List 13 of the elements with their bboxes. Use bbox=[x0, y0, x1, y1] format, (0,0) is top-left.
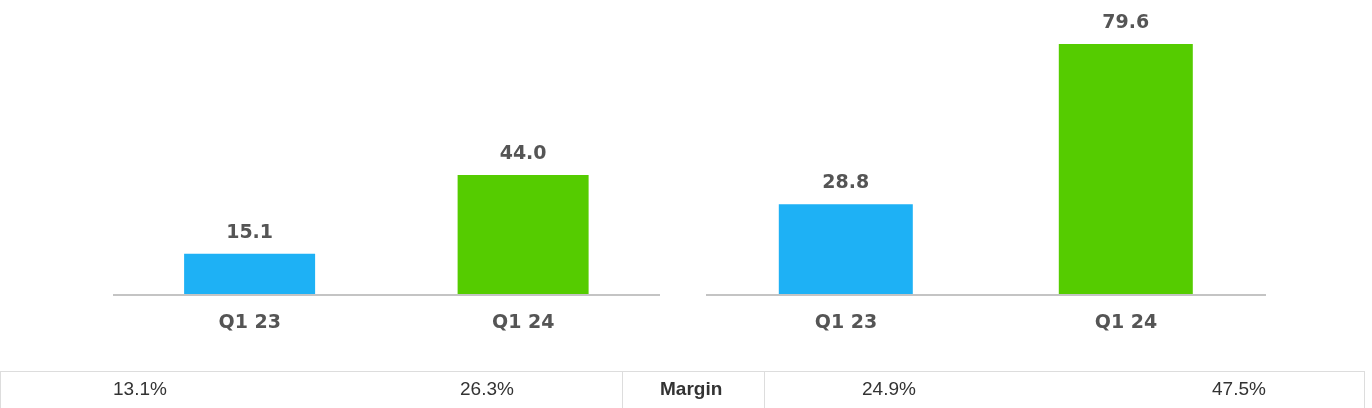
data-label: 79.6 bbox=[1102, 10, 1150, 32]
text: Margin bbox=[660, 378, 723, 400]
data-label: 15.1 bbox=[226, 219, 274, 242]
data-label: 44.0 bbox=[499, 141, 547, 163]
text: 24.9% bbox=[862, 378, 916, 400]
text: 13.1% bbox=[113, 378, 167, 400]
text: 47.5% bbox=[1212, 378, 1266, 400]
x-tick-label: Q1 24 bbox=[492, 310, 555, 333]
data-label: 28.8 bbox=[822, 170, 870, 193]
x-tick-label: Q1 24 bbox=[1094, 310, 1158, 333]
text: 26.3% bbox=[460, 378, 514, 400]
x-tick-label: Q1 23 bbox=[218, 310, 281, 333]
x-tick-label: Q1 23 bbox=[814, 310, 878, 333]
